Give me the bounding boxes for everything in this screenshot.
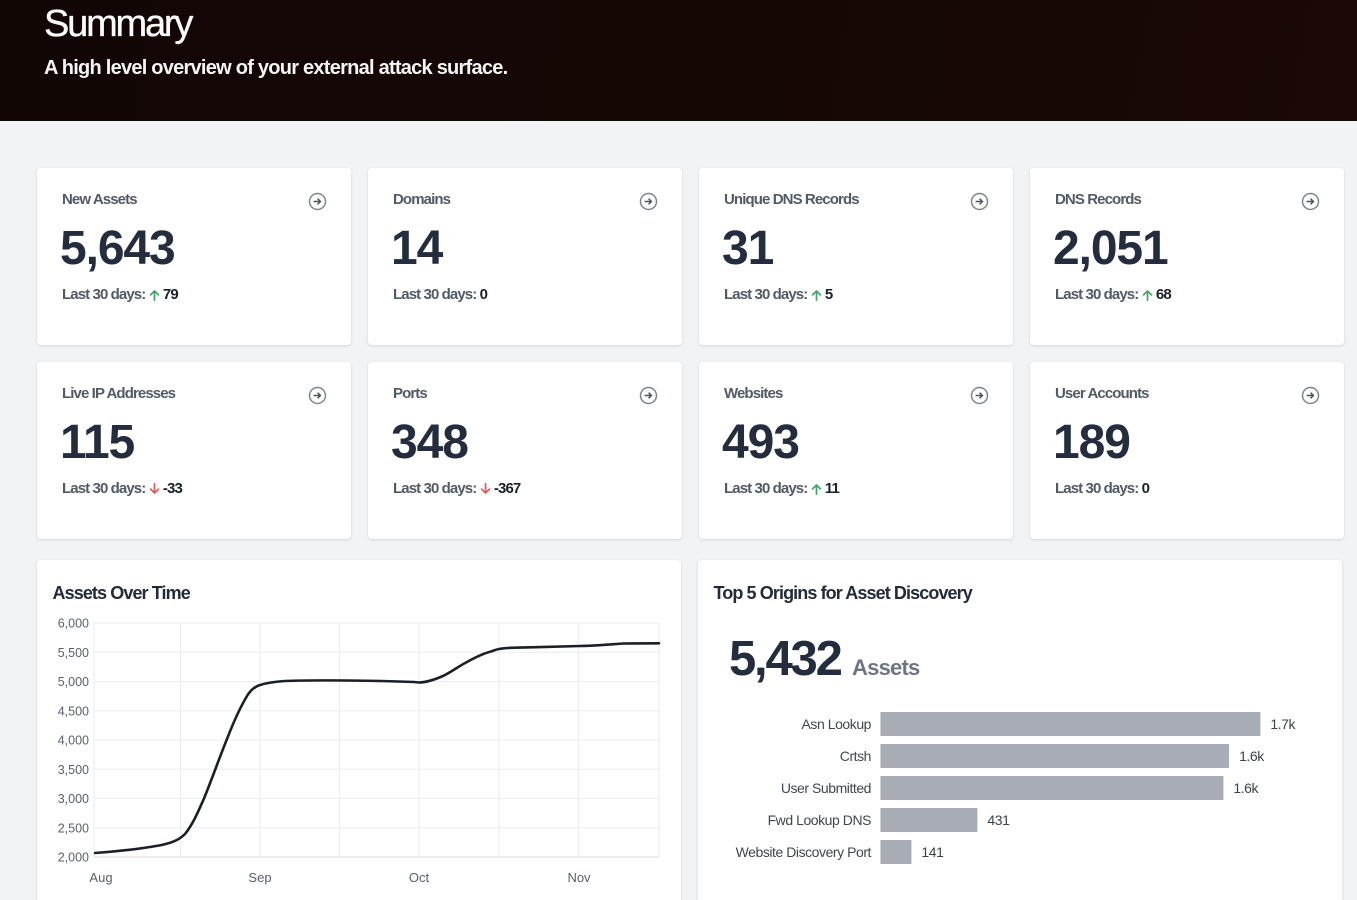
svg-text:Aug: Aug — [89, 870, 112, 885]
svg-text:User Submitted: User Submitted — [781, 780, 871, 796]
svg-text:1.6k: 1.6k — [1233, 780, 1259, 796]
svg-text:5,000: 5,000 — [58, 675, 89, 689]
svg-text:1.7k: 1.7k — [1270, 716, 1296, 732]
svg-text:6,000: 6,000 — [58, 617, 89, 631]
svg-text:Crtsh: Crtsh — [840, 748, 871, 764]
svg-text:Fwd Lookup DNS: Fwd Lookup DNS — [768, 812, 872, 828]
svg-text:1.6k: 1.6k — [1239, 748, 1265, 764]
svg-text:141: 141 — [921, 844, 944, 860]
svg-text:431: 431 — [987, 812, 1010, 828]
svg-text:Website Discovery Port: Website Discovery Port — [736, 844, 872, 860]
svg-text:5,500: 5,500 — [58, 646, 89, 660]
svg-text:Oct: Oct — [409, 870, 430, 885]
svg-text:Asn Lookup: Asn Lookup — [802, 716, 872, 732]
svg-text:3,000: 3,000 — [58, 792, 89, 806]
svg-text:Sep: Sep — [248, 870, 271, 885]
svg-text:2,000: 2,000 — [58, 851, 89, 865]
svg-text:2,500: 2,500 — [58, 821, 89, 835]
svg-text:3,500: 3,500 — [58, 763, 89, 777]
svg-text:4,000: 4,000 — [58, 734, 89, 748]
svg-text:4,500: 4,500 — [58, 704, 89, 718]
svg-text:Nov: Nov — [567, 870, 591, 885]
